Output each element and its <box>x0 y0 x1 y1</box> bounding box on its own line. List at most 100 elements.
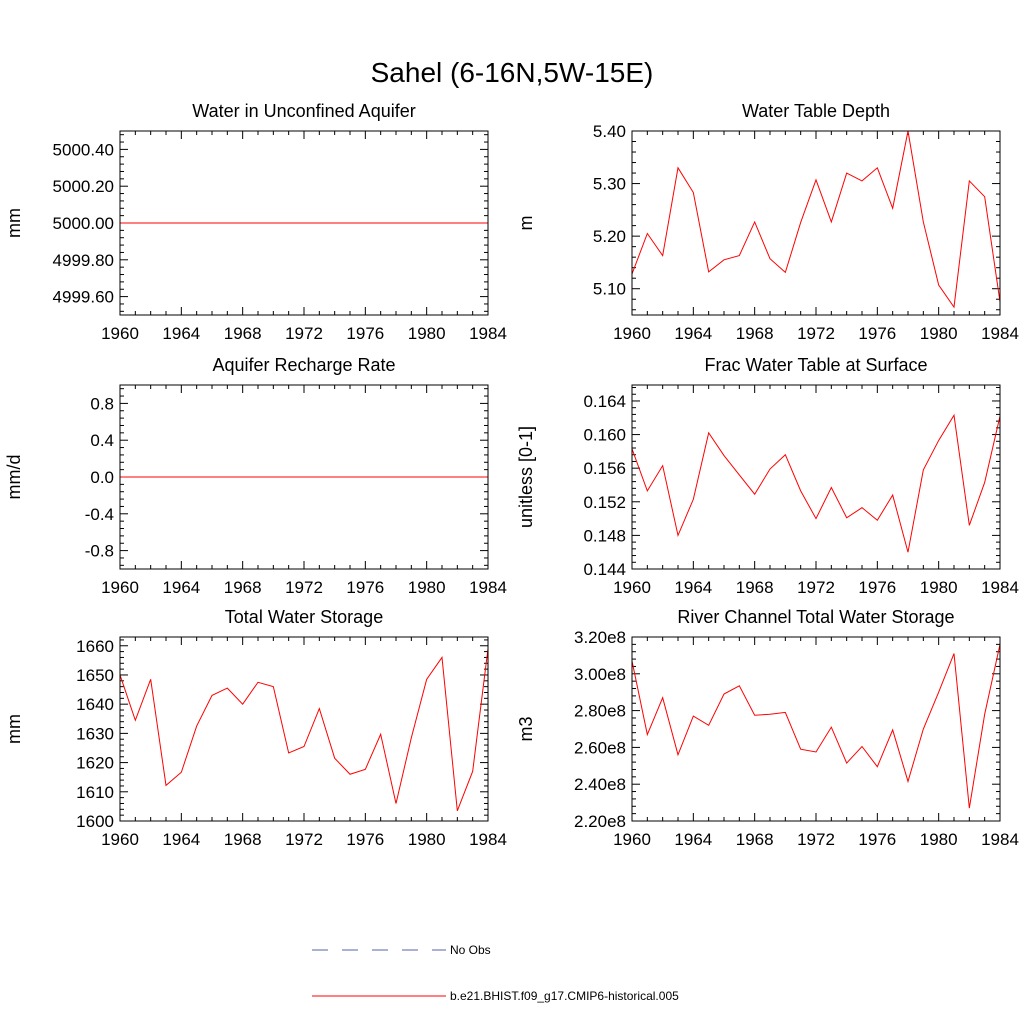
x-tick-label: 1976 <box>858 830 896 849</box>
y-tick-label: -0.8 <box>85 542 114 561</box>
y-axis-label: mm <box>4 714 24 744</box>
x-tick-label: 1980 <box>920 830 958 849</box>
y-tick-label: 3.20e8 <box>574 628 626 647</box>
y-tick-label: 1640 <box>76 695 114 714</box>
x-tick-label: 1984 <box>469 578 507 597</box>
y-tick-label: 5.20 <box>593 227 626 246</box>
series-line <box>631 130 1001 309</box>
x-tick-label: 1968 <box>224 830 262 849</box>
x-tick-label: 1984 <box>981 324 1019 343</box>
panel-4: Frac Water Table at Surface unitless [0-1… <box>516 355 1019 597</box>
x-tick-label: 1964 <box>674 578 712 597</box>
y-tick-label: 0.148 <box>583 526 626 545</box>
x-tick-label: 1976 <box>858 324 896 343</box>
y-tick-label: 1620 <box>76 754 114 773</box>
y-tick-label: 0.164 <box>583 392 626 411</box>
y-tick-label: 0.144 <box>583 560 626 579</box>
x-tick-label: 1976 <box>346 830 384 849</box>
x-tick-label: 1980 <box>408 830 446 849</box>
x-tick-label: 1960 <box>101 324 139 343</box>
y-tick-label: 5.10 <box>593 280 626 299</box>
series-line <box>631 644 1001 809</box>
x-tick-label: 1960 <box>101 830 139 849</box>
panel-title: Total Water Storage <box>225 607 383 627</box>
plot-frame <box>631 130 1001 316</box>
x-tick-label: 1984 <box>469 324 507 343</box>
x-tick-label: 1964 <box>674 830 712 849</box>
plot-frame <box>631 384 1001 570</box>
panel-3: Aquifer Recharge Rate mm/d 1960 1964 1968 197… <box>4 355 507 597</box>
y-tick-label: 0.8 <box>90 394 114 413</box>
y-tick-label: 1600 <box>76 812 114 831</box>
x-tick-label: 1960 <box>613 830 651 849</box>
legend-label: b.e21.BHIST.f09_g17.CMIP6-historical.005 <box>450 989 679 1003</box>
x-tick-label: 1984 <box>469 830 507 849</box>
x-tick-label: 1968 <box>736 578 774 597</box>
y-tick-label: 4999.80 <box>53 251 114 270</box>
x-tick-label: 1960 <box>613 578 651 597</box>
x-tick-label: 1972 <box>797 830 835 849</box>
y-tick-label: 5.30 <box>593 175 626 194</box>
x-tick-label: 1980 <box>920 324 958 343</box>
x-tick-label: 1976 <box>858 578 896 597</box>
plot-frame <box>119 130 489 316</box>
panel-title: Water Table Depth <box>742 101 890 121</box>
x-tick-label: 1960 <box>101 578 139 597</box>
x-tick-label: 1972 <box>797 578 835 597</box>
x-tick-label: 1964 <box>162 324 200 343</box>
x-tick-label: 1968 <box>224 578 262 597</box>
x-tick-label: 1972 <box>797 324 835 343</box>
y-tick-label: 0.152 <box>583 493 626 512</box>
y-axis-label: mm/d <box>4 455 24 500</box>
y-axis-label: unitless [0-1] <box>516 426 536 528</box>
y-tick-label: 5000.20 <box>53 177 114 196</box>
panel-1: Water in Unconfined Aquifer mm 1960 1964 196… <box>4 101 507 343</box>
x-tick-label: 1976 <box>346 324 384 343</box>
y-tick-label: 2.80e8 <box>574 702 626 721</box>
x-tick-label: 1984 <box>981 830 1019 849</box>
x-tick-label: 1960 <box>613 324 651 343</box>
y-tick-label: 0.160 <box>583 426 626 445</box>
y-tick-label: 1630 <box>76 724 114 743</box>
plot-frame <box>119 384 489 570</box>
y-tick-label: 5.40 <box>593 122 626 141</box>
y-tick-label: 3.00e8 <box>574 665 626 684</box>
x-tick-label: 1972 <box>285 324 323 343</box>
legend: No Obs b.e21.BHIST.f09_g17.CMIP6-historic… <box>312 943 679 1003</box>
y-tick-label: 0.156 <box>583 459 626 478</box>
x-tick-label: 1968 <box>736 830 774 849</box>
x-tick-label: 1968 <box>224 324 262 343</box>
y-tick-label: 2.20e8 <box>574 812 626 831</box>
panel-6: River Channel Total Water Storage m3 1960 1… <box>516 607 1019 849</box>
panel-title: Aquifer Recharge Rate <box>212 355 395 375</box>
y-tick-label: 2.40e8 <box>574 775 626 794</box>
x-tick-label: 1968 <box>736 324 774 343</box>
y-tick-label: 1650 <box>76 666 114 685</box>
y-tick-label: 5000.00 <box>53 214 114 233</box>
x-tick-label: 1964 <box>162 830 200 849</box>
y-axis-label: mm <box>4 208 24 238</box>
series-line <box>119 648 489 811</box>
x-tick-label: 1972 <box>285 830 323 849</box>
legend-label: No Obs <box>450 943 491 957</box>
y-tick-label: -0.4 <box>85 505 114 524</box>
y-tick-label: 0.0 <box>90 468 114 487</box>
figure-title: Sahel (6-16N,5W-15E) <box>371 57 654 88</box>
x-tick-label: 1972 <box>285 578 323 597</box>
y-tick-label: 0.4 <box>90 431 114 450</box>
y-axis-label: m3 <box>516 716 536 741</box>
x-tick-label: 1984 <box>981 578 1019 597</box>
panel-title: Frac Water Table at Surface <box>704 355 927 375</box>
panel-title: Water in Unconfined Aquifer <box>192 101 415 121</box>
y-tick-label: 4999.60 <box>53 288 114 307</box>
y-tick-label: 1660 <box>76 637 114 656</box>
panel-2: Water Table Depth m 1960 1964 1968 1972 1976 19… <box>516 101 1019 343</box>
series-line <box>631 413 1001 553</box>
x-tick-label: 1964 <box>674 324 712 343</box>
panel-title: River Channel Total Water Storage <box>677 607 954 627</box>
panels: Water in Unconfined Aquifer mm 1960 1964 196… <box>4 101 1019 849</box>
x-tick-label: 1976 <box>346 578 384 597</box>
panel-5: Total Water Storage mm 1960 1964 1968 1972 197… <box>4 607 507 849</box>
